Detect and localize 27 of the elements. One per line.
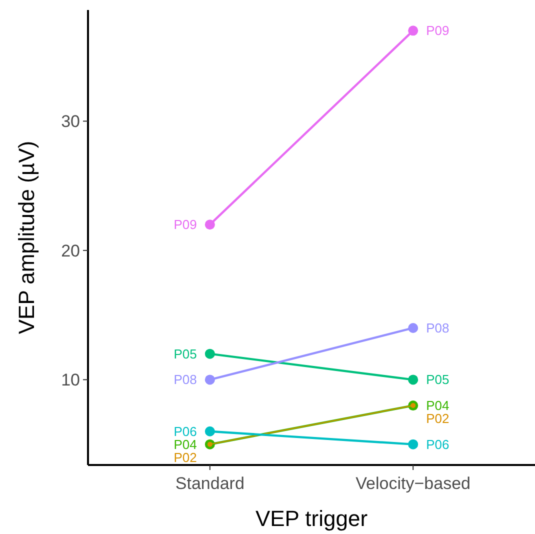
point [408,439,418,450]
point [204,348,215,359]
series-label: P05 [426,372,450,388]
series-label: P09 [426,23,450,38]
text: P05 [174,346,197,362]
y-tick-label: 10 [61,370,80,390]
point [408,322,418,333]
y-tick-label: 20 [61,241,80,260]
point [408,374,418,385]
x-axis-title: VEP trigger [255,506,368,531]
text: P06 [174,424,197,439]
series-label: P06 [426,436,450,452]
series-label: P08 [426,320,450,336]
x-tick-label: Velocity−based [356,474,471,493]
y-tick-label: 30 [61,112,80,132]
text: P09 [174,217,197,232]
point [408,26,418,36]
point [204,220,215,230]
point [204,374,215,385]
series-label: P02 [174,450,197,465]
text: P08 [174,372,197,388]
point [204,426,215,436]
series-label: P04 [426,398,450,414]
x-tick-label: Standard [175,474,244,493]
y-axis-title: VEP amplitude (µV) [14,140,39,334]
text: P02 [426,411,450,426]
text: P04 [174,436,197,452]
